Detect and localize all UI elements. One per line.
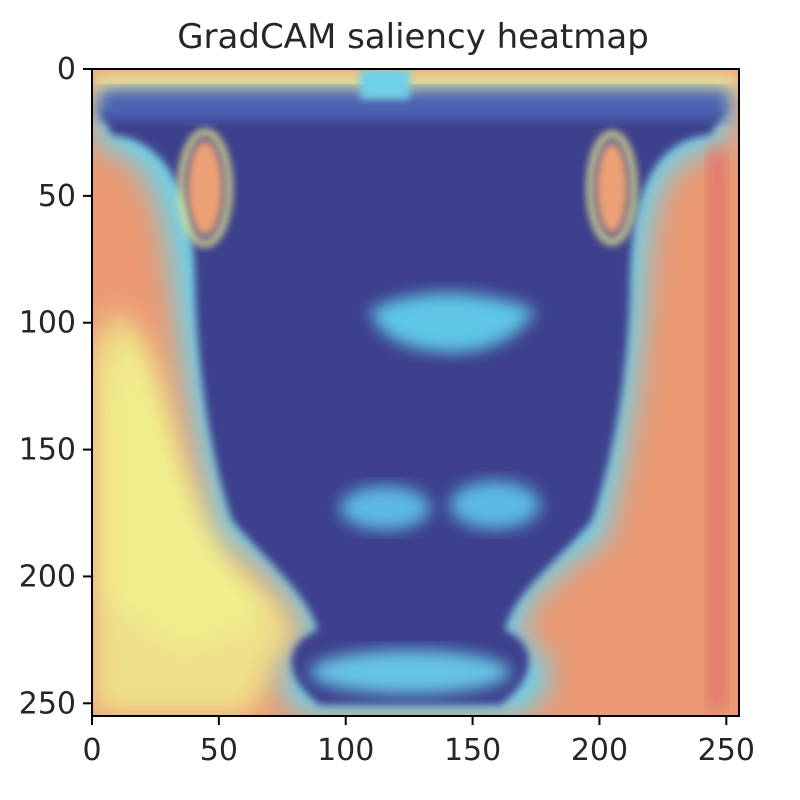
right-handle <box>596 142 628 234</box>
center-highlight <box>370 293 535 353</box>
vase-silhouette <box>100 110 725 705</box>
x-tick-label: 50 <box>200 733 238 768</box>
x-tick-label: 200 <box>571 733 628 768</box>
foot-highlight <box>310 650 510 694</box>
y-axis: 0 50 100 150 200 250 <box>19 52 92 721</box>
x-tick-label: 0 <box>82 733 101 768</box>
heatmap-warm-left-2 <box>110 310 290 650</box>
x-axis: 0 50 100 150 200 250 <box>82 716 755 768</box>
plot-frame <box>91 68 740 717</box>
y-tick-label: 250 <box>19 686 76 721</box>
y-tick-label: 0 <box>57 52 76 87</box>
left-handle-ring <box>178 129 232 247</box>
heatmap-image <box>92 69 739 716</box>
chart-title: GradCAM saliency heatmap <box>177 17 649 57</box>
lower-highlight-left <box>340 486 430 530</box>
vase-rim <box>100 90 730 120</box>
y-tick-label: 150 <box>19 433 76 468</box>
neck-highlight <box>360 69 410 99</box>
x-tick-label: 100 <box>317 733 374 768</box>
x-tick-label: 250 <box>698 733 755 768</box>
lower-highlight-right <box>450 481 540 529</box>
x-tick-label: 150 <box>444 733 501 768</box>
y-tick-label: 200 <box>19 559 76 594</box>
right-edge-stripe <box>708 150 726 710</box>
left-handle <box>187 140 223 236</box>
right-handle-ring <box>587 131 637 245</box>
y-tick-label: 100 <box>19 306 76 341</box>
y-tick-label: 50 <box>38 179 76 214</box>
